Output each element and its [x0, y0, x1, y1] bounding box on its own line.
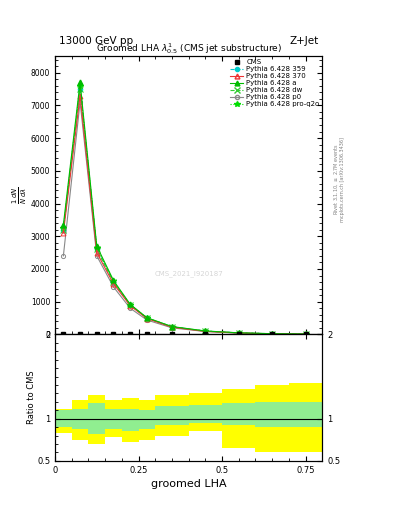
X-axis label: groomed LHA: groomed LHA [151, 479, 226, 489]
Text: 13000 GeV pp: 13000 GeV pp [59, 36, 133, 46]
Text: Z+Jet: Z+Jet [289, 36, 318, 46]
Legend: CMS, Pythia 6.428 359, Pythia 6.428 370, Pythia 6.428 a, Pythia 6.428 dw, Pythia: CMS, Pythia 6.428 359, Pythia 6.428 370,… [228, 58, 321, 109]
Y-axis label: Ratio to CMS: Ratio to CMS [27, 371, 36, 424]
Text: CMS_2021_I920187: CMS_2021_I920187 [154, 270, 223, 276]
Text: mcplots.cern.ch [arXiv:1306.3436]: mcplots.cern.ch [arXiv:1306.3436] [340, 137, 345, 222]
Title: Groomed LHA $\lambda^{1}_{0.5}$ (CMS jet substructure): Groomed LHA $\lambda^{1}_{0.5}$ (CMS jet… [95, 41, 282, 56]
Y-axis label: $\frac{1}{N}\frac{dN}{d\lambda}$: $\frac{1}{N}\frac{dN}{d\lambda}$ [11, 186, 29, 204]
Text: Rivet 3.1.10, $\geq$ 2.7M events: Rivet 3.1.10, $\geq$ 2.7M events [332, 143, 340, 215]
